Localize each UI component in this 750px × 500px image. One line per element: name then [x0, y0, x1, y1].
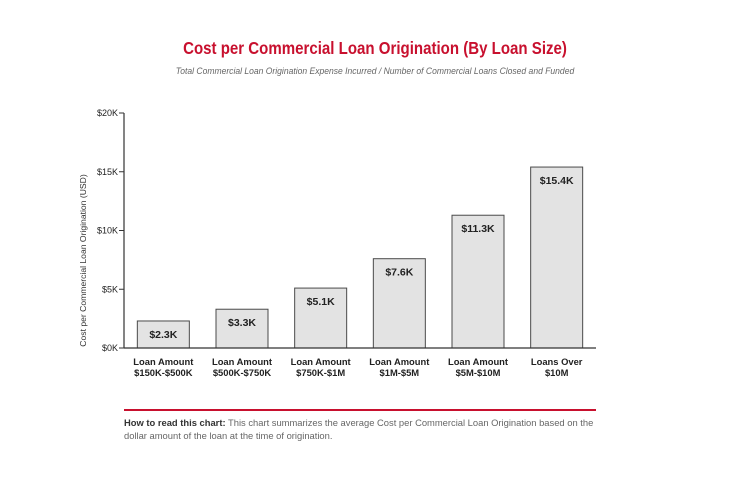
x-tick-label: Loan Amount: [133, 356, 193, 367]
y-ticks-layer: $0K $5K $10K $15K $20K: [97, 108, 124, 353]
bar: [530, 166, 584, 349]
x-tick-label: $5M-$10M: [456, 367, 501, 378]
bar: [372, 258, 426, 349]
y-tick-label: $15K: [97, 167, 118, 177]
bar-data-label: $2.3K: [149, 329, 177, 341]
bar: [136, 320, 190, 349]
y-tick-label: $0K: [102, 343, 118, 353]
x-tick-label: Loan Amount: [448, 356, 508, 367]
bar-data-label: $11.3K: [461, 223, 495, 235]
note-divider: [124, 409, 596, 411]
bars-layer: [136, 166, 584, 349]
chart-subtitle: Total Commercial Loan Origination Expens…: [175, 66, 575, 77]
chart-title: Cost per Commercial Loan Origination (By…: [183, 38, 567, 58]
x-tick-label: Loan Amount: [369, 356, 429, 367]
bar: [215, 308, 269, 349]
x-tick-label: $750K-$1M: [296, 367, 345, 378]
y-tick-label: $5K: [102, 284, 118, 294]
bar: [294, 287, 348, 349]
y-tick-label: $10K: [97, 226, 118, 236]
note-text: This chart summarizes the average Cost p…: [124, 417, 594, 441]
bar-data-label: $3.3K: [228, 317, 256, 329]
x-tick-label: $500K-$750K: [213, 367, 272, 378]
x-tick-label: $150K-$500K: [134, 367, 193, 378]
x-tick-label: $1M-$5M: [380, 367, 420, 378]
bar-data-label: $15.4K: [540, 175, 574, 187]
y-axis-label: Cost per Commercial Loan Origination (US…: [78, 174, 88, 347]
bar-data-label: $7.6K: [385, 267, 413, 279]
note-lead: How to read this chart:: [124, 417, 226, 428]
how-to-read-note: How to read this chart: This chart summa…: [124, 416, 604, 442]
x-tick-label: Loan Amount: [291, 356, 351, 367]
x-tick-label: Loan Amount: [212, 356, 272, 367]
y-tick-label: $20K: [97, 108, 118, 118]
x-tick-label: $10M: [545, 367, 569, 378]
bar: [451, 214, 505, 349]
x-tick-label: Loans Over: [531, 356, 583, 367]
bar-data-label: $5.1K: [307, 296, 335, 308]
